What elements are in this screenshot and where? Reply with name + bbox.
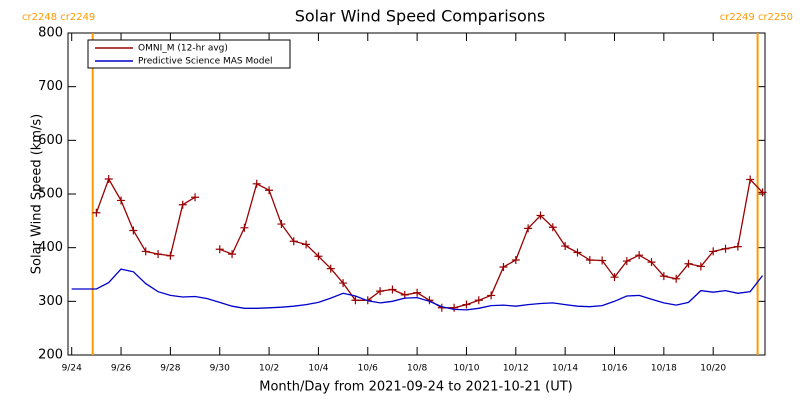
data-point [585, 256, 594, 265]
data-point [215, 245, 224, 254]
data-point [388, 285, 397, 294]
legend-label: Predictive Science MAS Model [138, 57, 273, 67]
data-point [721, 244, 730, 253]
data-point [622, 257, 631, 266]
data-point [277, 220, 286, 229]
data-point [696, 262, 705, 271]
x-tick-label: 10/16 [602, 364, 628, 374]
y-tick-label: 800 [38, 26, 63, 41]
data-point [252, 179, 261, 188]
series-line [71, 268, 764, 311]
data-point [289, 237, 298, 246]
legend-label: OMNI_M (12-hr avg) [138, 44, 228, 54]
x-tick-label: 10/8 [407, 364, 427, 374]
data-point [326, 264, 335, 273]
rotation-label: cr2249 cr2250 [720, 12, 793, 23]
data-point [610, 273, 619, 282]
data-point [314, 252, 323, 261]
data-point [536, 211, 545, 220]
data-point [672, 274, 681, 283]
data-point [598, 256, 607, 265]
data-point [474, 296, 483, 305]
x-tick-label: 10/12 [503, 364, 529, 374]
y-tick-label: 400 [38, 240, 63, 255]
data-point [524, 224, 533, 233]
x-tick-label: 9/30 [210, 364, 230, 374]
rotation-label: cr2248 cr2249 [22, 12, 95, 23]
data-point [573, 248, 582, 257]
x-tick-label: 10/10 [453, 364, 479, 374]
data-point [104, 174, 113, 183]
data-point [154, 250, 163, 259]
data-point [462, 300, 471, 309]
data-point [561, 242, 570, 251]
data-point [240, 223, 249, 232]
data-point [635, 251, 644, 260]
data-point [733, 242, 742, 251]
data-point [413, 288, 422, 297]
x-tick-label: 10/2 [259, 364, 279, 374]
data-point [487, 291, 496, 300]
data-point [647, 258, 656, 267]
data-point [376, 287, 385, 296]
data-point [92, 208, 101, 217]
data-point [129, 226, 138, 235]
y-tick-label: 200 [38, 348, 63, 363]
data-point [228, 250, 237, 259]
data-point [178, 200, 187, 209]
data-point [684, 259, 693, 268]
legend-box [87, 39, 291, 69]
data-point [758, 188, 767, 197]
data-point [117, 196, 126, 205]
data-point [141, 247, 150, 256]
data-point [302, 240, 311, 249]
data-point [265, 186, 274, 195]
x-axis-label: Month/Day from 2021-09-24 to 2021-10-21 … [259, 380, 572, 395]
data-point [709, 247, 718, 256]
y-tick-label: 300 [38, 294, 63, 309]
x-tick-label: 10/18 [651, 364, 677, 374]
x-tick-label: 10/6 [358, 364, 378, 374]
data-point [450, 303, 459, 312]
x-tick-label: 10/20 [700, 364, 726, 374]
data-point [499, 262, 508, 271]
data-point [339, 279, 348, 288]
x-tick-label: 10/14 [552, 364, 578, 374]
y-axis-label: Solar Wind Speed (km/s) [30, 114, 45, 274]
x-tick-label: 9/24 [62, 364, 82, 374]
y-tick-label: 500 [38, 187, 63, 202]
data-point [511, 256, 520, 265]
x-tick-label: 10/4 [308, 364, 328, 374]
data-point [166, 251, 175, 260]
x-tick-label: 9/28 [160, 364, 180, 374]
data-point [191, 193, 200, 202]
x-tick-label: 9/26 [111, 364, 131, 374]
chart-title: Solar Wind Speed Comparisons [295, 7, 546, 26]
data-point [548, 223, 557, 232]
y-tick-label: 600 [38, 133, 63, 148]
data-point [351, 296, 360, 305]
data-point [746, 175, 755, 184]
data-point [659, 272, 668, 281]
y-tick-label: 700 [38, 79, 63, 94]
